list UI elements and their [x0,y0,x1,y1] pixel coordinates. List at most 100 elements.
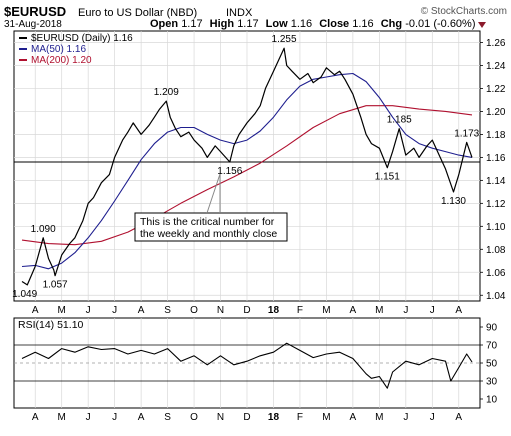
low-label: Low [266,18,288,30]
high-label: High [210,18,235,30]
rsi-tick-label: 90 [486,323,498,334]
rsi-tick-label: 70 [486,341,498,352]
rsi-tick-label: 50 [486,359,498,370]
price-label: 1.185 [387,115,412,126]
price-tick-label: 1.08 [486,245,506,256]
x-tick-label: J [112,305,117,316]
down-arrow-icon [478,22,486,28]
rsi-axis-ticks: 90 70 50 30 10 [480,323,498,406]
legend-entry: MA(50) 1.16 [31,44,86,55]
x-tick-label: O [190,305,198,316]
chg-value: -0.01 (-0.60%) [405,18,475,30]
price-label: 1.151 [375,172,400,183]
rsi-x-tick-label: J [86,412,91,423]
rsi-grid [14,318,480,408]
price-tick-label: 1.12 [486,199,506,210]
price-series-group [14,47,480,286]
x-tick-label: J [86,305,91,316]
x-tick-label: N [217,305,224,316]
close-value: 1.16 [352,18,373,30]
x-tick-label: A [138,305,145,316]
annotation-box [134,212,288,242]
rsi-x-tick-label: S [164,412,171,423]
annotation-line-2: the weekly and monthly close [140,228,277,240]
legend-entry: $EURUSD (Daily) 1.16 [31,33,133,44]
price-label: 1.173 [454,128,479,139]
rsi-x-tick-label: A [32,412,39,423]
price-tick-label: 1.18 [486,130,506,141]
rsi-tick-label: 10 [486,395,498,406]
rsi-x-tick-label: J [403,412,408,423]
open-label: Open [150,18,178,30]
symbol-title: $EURUSD [4,4,66,19]
index-tag: INDX [226,7,253,19]
rsi-x-tick-label: F [297,412,303,423]
x-tick-label: J [430,305,435,316]
price-point-labels: 1.049 1.057 1.090 1.209 1.156 1.255 1.185 1.151… [12,34,480,300]
rsi-label: RSI(14) 51.10 [18,319,84,331]
price-label: 1.130 [441,196,466,207]
chart-date: 31-Aug-2018 [4,19,62,30]
price-label: 1.057 [43,280,68,291]
price-grid [14,31,480,301]
rsi-x-tick-label: A [350,412,357,423]
x-tick-label: S [164,305,171,316]
x-tick-label: J [403,305,408,316]
price-tick-label: 1.20 [486,107,506,118]
price-tick-label: 1.24 [486,61,506,72]
x-tick-label: F [297,305,303,316]
price-tick-label: 1.16 [486,153,506,164]
series--eurusd-daily- [21,47,473,286]
rsi-x-tick-label: M [58,412,66,423]
rsi-x-tick-label: D [243,412,250,423]
x-tick-label: A [350,305,357,316]
close-label: Close [319,18,349,30]
price-tick-label: 1.22 [486,84,506,95]
price-label: 1.049 [12,289,37,300]
annotation-pointer [206,173,221,214]
x-tick-label: M [58,305,66,316]
annotation-line-1: This is the critical number for [140,216,275,228]
open-value: 1.17 [181,18,202,30]
series-ma-50- [21,72,473,270]
price-tick-label: 1.14 [486,176,506,187]
low-value: 1.16 [291,18,312,30]
price-tick-label: 1.10 [486,222,506,233]
rsi-x-tick-label: N [217,412,224,423]
rsi-x-tick-label: 18 [268,412,280,423]
rsi-x-tick-label: J [112,412,117,423]
x-tick-label: A [32,305,39,316]
x-tick-label: A [455,305,462,316]
x-axis-labels-rsi: A M J J A S O N D 18 F M A M J J A [32,412,463,423]
rsi-x-tick-label: A [455,412,462,423]
x-tick-label: M [322,305,330,316]
series-rsi [21,342,473,389]
price-tick-label: 1.26 [486,38,506,49]
credit-text: © StockCharts.com [421,6,507,17]
rsi-x-tick-label: M [375,412,383,423]
x-tick-label: M [375,305,383,316]
rsi-x-tick-label: M [322,412,330,423]
x-tick-label: 18 [268,305,280,316]
price-tick-label: 1.06 [486,268,506,279]
series-ma-200- [21,105,473,246]
price-label: 1.255 [272,34,297,45]
price-label: 1.209 [154,87,179,98]
x-tick-label: D [243,305,250,316]
rsi-series-group [21,342,473,389]
chg-label: Chg [381,18,402,30]
rsi-tick-label: 30 [486,377,498,388]
quote-line: Open 1.17 High 1.17 Low 1.16 Close 1.16 … [150,18,476,30]
price-axis-ticks: 1.26 1.24 1.22 1.20 1.18 1.16 1.14 1.12 1.10 1.08… [480,38,506,302]
rsi-x-tick-label: J [430,412,435,423]
legend-entry: MA(200) 1.20 [31,55,92,66]
price-label: 1.156 [217,166,242,177]
high-value: 1.17 [237,18,258,30]
price-tick-label: 1.04 [486,291,506,302]
rsi-x-tick-label: O [190,412,198,423]
price-label: 1.090 [31,224,56,235]
rsi-x-tick-label: A [138,412,145,423]
